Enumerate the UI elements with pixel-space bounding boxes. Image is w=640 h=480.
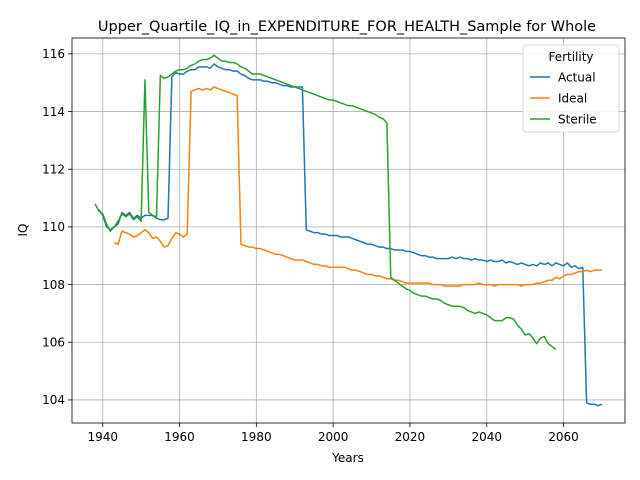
legend-title: Fertility bbox=[548, 50, 593, 64]
series-lines bbox=[94, 54, 603, 407]
x-tick-label: 1980 bbox=[241, 430, 272, 444]
y-tick-label: 108 bbox=[42, 278, 65, 292]
x-tick-label: 2040 bbox=[471, 430, 502, 444]
y-tick-label: 114 bbox=[42, 105, 65, 119]
legend-label-actual: Actual bbox=[558, 70, 596, 84]
x-axis-label: Years bbox=[331, 451, 364, 465]
series-line-actual bbox=[98, 63, 603, 407]
y-tick-label: 104 bbox=[42, 393, 65, 407]
series-line-sterile bbox=[94, 54, 557, 351]
x-tick-label: 1960 bbox=[164, 430, 195, 444]
legend: Fertility Actual Ideal Sterile bbox=[522, 44, 620, 133]
y-tick-label: 112 bbox=[42, 163, 65, 177]
plot-frame bbox=[71, 37, 626, 424]
legend-box bbox=[522, 44, 620, 133]
x-tick-label: 1940 bbox=[87, 430, 118, 444]
y-tick-label: 106 bbox=[42, 336, 65, 350]
series-line-ideal bbox=[113, 86, 602, 287]
chart-title: Upper_Quartile_IQ_in_EXPENDITURE_FOR_HEA… bbox=[98, 19, 596, 35]
legend-label-ideal: Ideal bbox=[558, 91, 587, 105]
y-axis-label: IQ bbox=[16, 224, 30, 237]
legend-label-sterile: Sterile bbox=[558, 112, 597, 126]
x-axis: 1940 1960 1980 2000 2020 2040 2060 bbox=[87, 423, 579, 444]
x-tick-label: 2000 bbox=[318, 430, 349, 444]
x-tick-label: 2020 bbox=[395, 430, 426, 444]
x-tick-label: 2060 bbox=[548, 430, 579, 444]
y-axis: 104 106 108 110 112 114 116 bbox=[42, 47, 72, 407]
y-tick-label: 110 bbox=[42, 220, 65, 234]
y-tick-label: 116 bbox=[42, 47, 65, 61]
